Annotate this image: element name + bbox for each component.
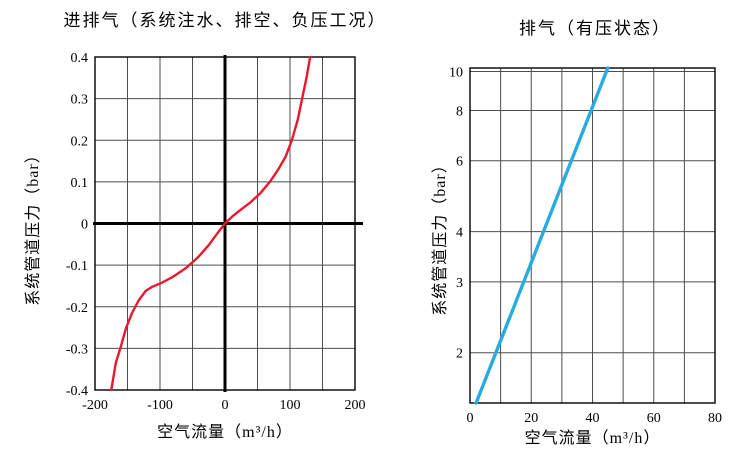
x-tick-label: 20 (524, 411, 538, 426)
x-tick-label: 80 (708, 411, 722, 426)
y-tick-label: 8 (456, 104, 463, 119)
pressurized-exhaust-chart-title: 排气（有压状态） (519, 19, 671, 38)
y-tick-label: -0.2 (66, 301, 88, 316)
y-tick-label: -0.1 (66, 259, 88, 274)
pressurized-exhaust-x-axis-label: 空气流量（m³/h） (524, 430, 661, 447)
y-tick-label: -0.4 (66, 384, 88, 399)
y-tick-label: 0.4 (71, 51, 89, 66)
x-tick-label: 40 (586, 411, 600, 426)
x-tick-label: 60 (647, 411, 661, 426)
intake-exhaust-x-axis-label: 空气流量（m³/h） (157, 424, 293, 441)
y-tick-label: 4 (456, 226, 463, 241)
y-tick-label: 10 (449, 65, 463, 80)
y-tick-label: 0.2 (71, 134, 89, 149)
x-tick-label: -200 (82, 398, 108, 413)
pressurized-exhaust-line (474, 66, 610, 405)
x-tick-label: 0 (222, 398, 229, 413)
x-tick-label: 100 (280, 398, 301, 413)
plot-border (469, 67, 716, 404)
y-tick-label: 2 (456, 347, 463, 362)
y-tick-label: 0.3 (71, 93, 89, 108)
x-tick-label: 200 (345, 398, 366, 413)
y-tick-label: 0 (81, 218, 88, 233)
y-tick-label: -0.3 (66, 342, 88, 357)
intake-exhaust-chart-title: 进排气（系统注水、排空、负压工况） (63, 11, 387, 30)
intake-exhaust-plot: 0.4 0.3 0.2 0.1 0 -0.1 -0.2 -0.3 -0.4-200 -100 0 10… (66, 51, 366, 413)
intake-exhaust-curve (110, 55, 312, 392)
y-tick-label: 6 (456, 155, 463, 170)
x-tick-label: -100 (147, 398, 173, 413)
x-tick-label: 0 (467, 411, 474, 426)
y-tick-label: 0.1 (71, 176, 89, 191)
y-tick-label: 3 (456, 276, 463, 291)
